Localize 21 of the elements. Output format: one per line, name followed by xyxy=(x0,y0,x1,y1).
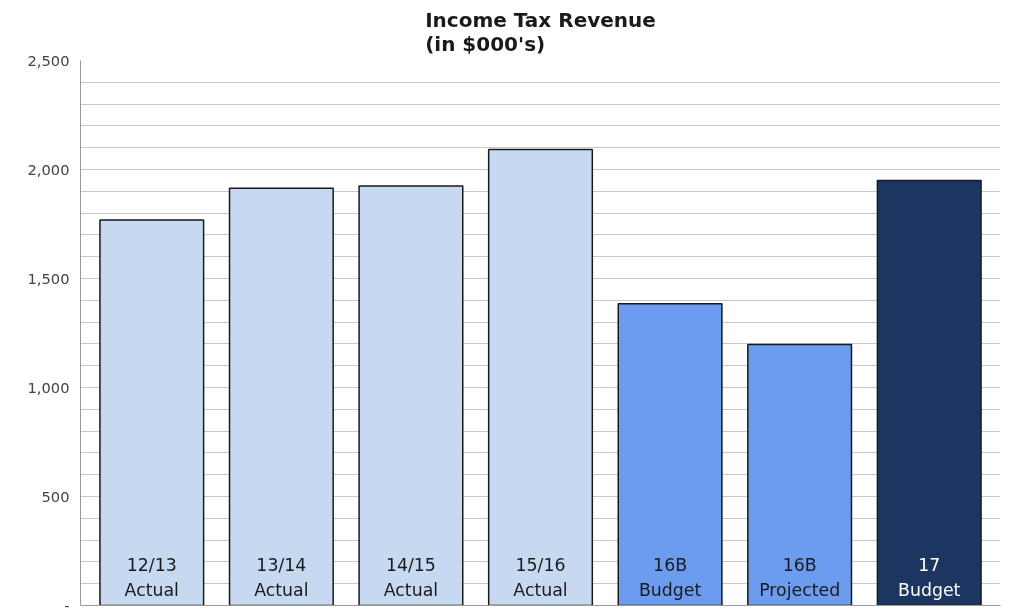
y-tick-label: 500 xyxy=(41,487,70,505)
y-tick-label: 2,000 xyxy=(27,160,70,178)
x-tick-label: 12/13 Actual xyxy=(124,554,179,600)
y-tick-label: 2,500 xyxy=(27,51,70,69)
x-tick-label: 17 Budget xyxy=(898,554,961,600)
y-tick-label: - xyxy=(64,596,70,614)
x-tick-label: 16B Projected xyxy=(759,554,841,600)
bar xyxy=(228,187,334,606)
bar xyxy=(487,148,594,606)
x-tick-label: 14/15 Actual xyxy=(383,554,439,600)
bar xyxy=(747,343,853,606)
x-tick-label: 16B Budget xyxy=(638,554,702,600)
y-tick-label: 1,000 xyxy=(27,378,70,396)
y-tick-label: 1,500 xyxy=(27,269,70,287)
bar xyxy=(617,303,723,606)
bar xyxy=(876,179,982,606)
chart-title: Income Tax Revenue (in $000's) xyxy=(425,7,656,56)
bar xyxy=(358,185,464,606)
x-tick-label: 13/14 Actual xyxy=(254,554,309,600)
x-tick-label: 15/16 Actual xyxy=(513,554,568,600)
bar xyxy=(99,219,205,606)
